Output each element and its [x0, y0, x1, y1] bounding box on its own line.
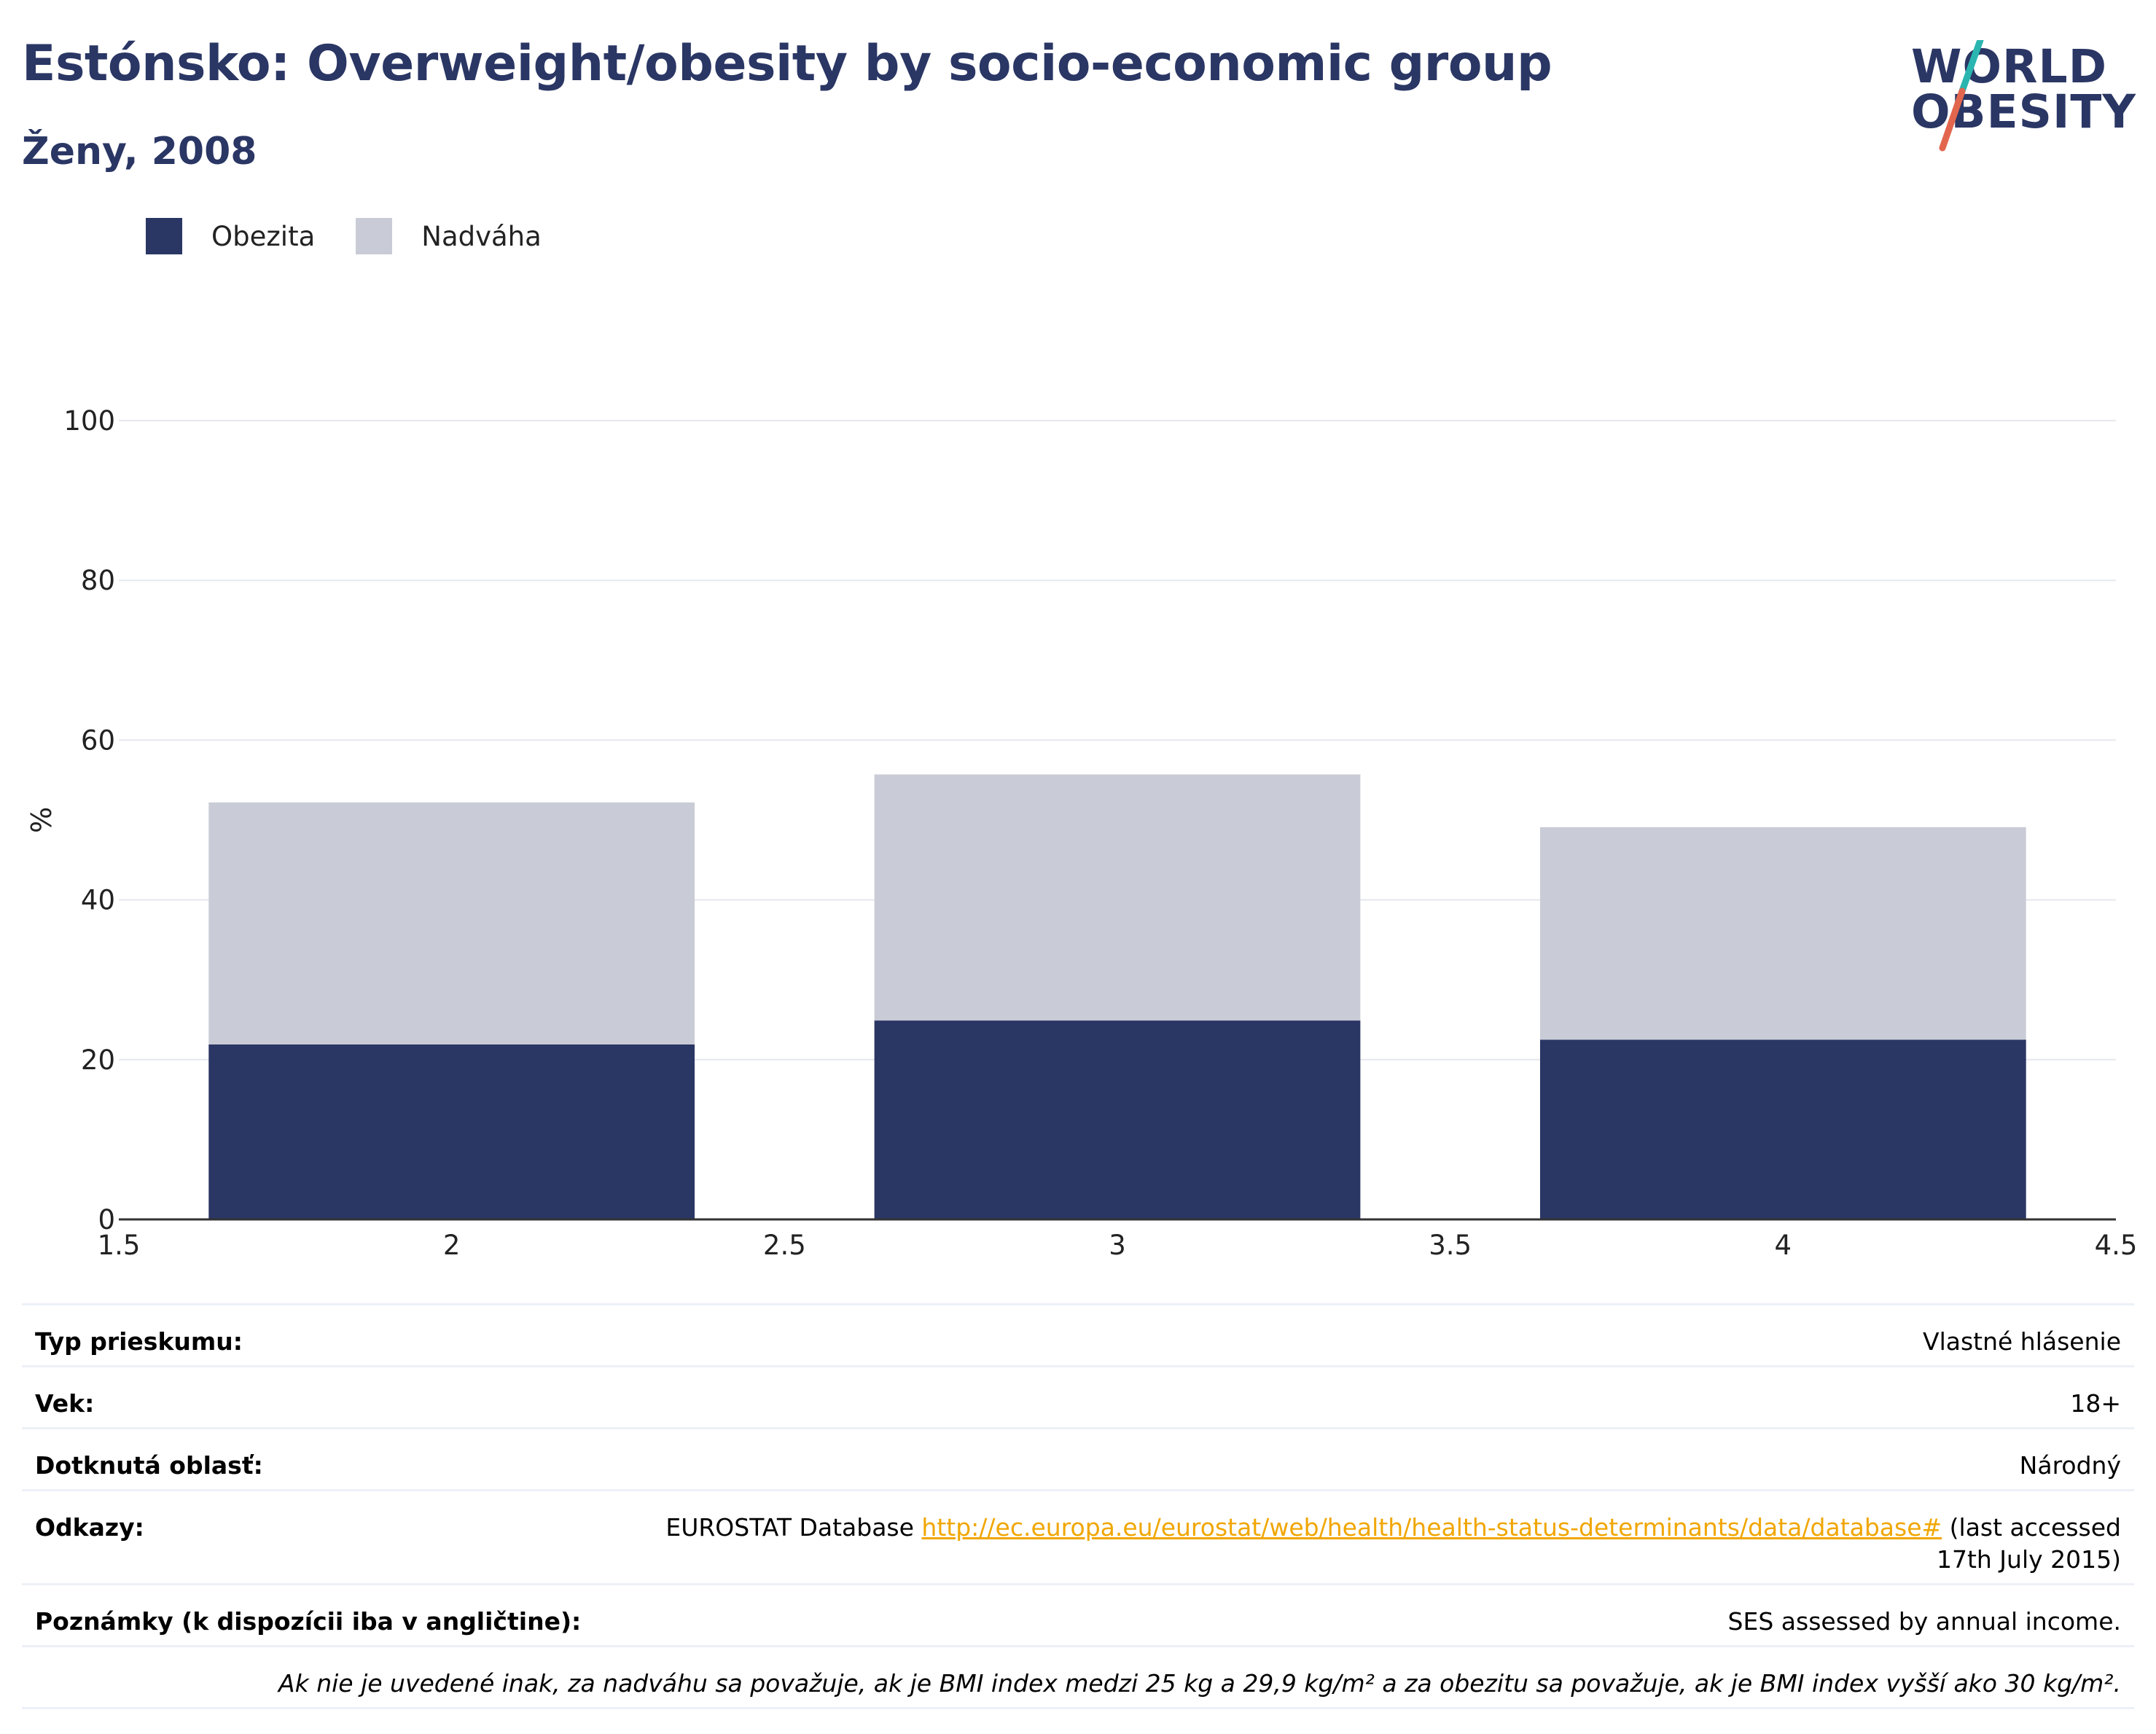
- info-label: Odkazy:: [35, 1513, 144, 1542]
- definition-note: Ak nie je uvedené inak, za nadváhu sa po…: [278, 1669, 2121, 1698]
- reference-source: EUROSTAT Database: [665, 1513, 922, 1542]
- bar-overweight: [1539, 827, 2026, 1040]
- info-value: SES assessed by annual income.: [1727, 1607, 2121, 1636]
- y-tick-label: 100: [63, 405, 115, 437]
- chart-legend: Obezita Nadváha: [146, 216, 582, 257]
- x-tick-label: 3: [1109, 1230, 1126, 1261]
- bar-chart: 0 20 40 60 80 100% 1.5 2 2.5 3 3.5 4 4.5: [26, 405, 2138, 1261]
- info-value: Vlastné hlásenie: [1923, 1327, 2121, 1356]
- bar-obesity: [874, 1020, 1361, 1219]
- legend-swatch-overweight: [356, 218, 393, 254]
- info-row-area: Dotknutá oblasť: Národný: [22, 1427, 2134, 1489]
- y-tick-label: 40: [81, 885, 115, 916]
- x-tick-label: 1.5: [98, 1230, 141, 1261]
- info-row-references: Odkazy: EUROSTAT Database http://ec.euro…: [22, 1489, 2134, 1583]
- y-tick-label: 0: [98, 1204, 115, 1235]
- legend-label-obesity: Obezita: [211, 220, 316, 252]
- x-tick-label: 3.5: [1429, 1230, 1472, 1261]
- y-tick-label: 60: [81, 725, 115, 756]
- x-tick-label: 4: [1775, 1230, 1792, 1261]
- chart-subtitle: Ženy, 2008: [22, 130, 257, 173]
- legend-item-obesity[interactable]: Obezita: [146, 218, 315, 254]
- info-value: 18+: [2070, 1389, 2121, 1418]
- chart-title: Estónsko: Overweight/obesity by socio-ec…: [22, 35, 1552, 93]
- info-label: Poznámky (k dispozícii iba v angličtine)…: [35, 1607, 582, 1636]
- legend-label-overweight: Nadváha: [421, 220, 542, 252]
- x-tick-label: 4.5: [2095, 1230, 2138, 1261]
- bar-obesity: [208, 1044, 695, 1219]
- world-obesity-logo[interactable]: WORLD OBESITY: [1902, 40, 2143, 157]
- info-value: Národný: [2019, 1451, 2121, 1480]
- info-label: Dotknutá oblasť:: [35, 1451, 263, 1480]
- y-axis-title: %: [26, 807, 58, 833]
- reference-accessed: (last accessed 17th July 2015): [1936, 1513, 2121, 1574]
- bar-obesity: [1539, 1039, 2026, 1219]
- info-row-definition: Ak nie je uvedené inak, za nadváhu sa po…: [22, 1645, 2134, 1709]
- info-row-notes: Poznámky (k dispozícii iba v angličtine)…: [22, 1583, 2134, 1645]
- info-label: Vek:: [35, 1389, 95, 1418]
- x-tick-label: 2.5: [763, 1230, 806, 1261]
- y-tick-label: 80: [81, 565, 115, 596]
- logo-slash-icon: [1939, 40, 1984, 152]
- bar-overweight: [874, 774, 1361, 1021]
- info-label: Typ prieskumu:: [35, 1327, 243, 1356]
- reference-link[interactable]: http://ec.europa.eu/eurostat/web/health/…: [921, 1513, 1942, 1542]
- legend-swatch-obesity: [146, 218, 182, 254]
- y-tick-label: 20: [81, 1044, 115, 1076]
- info-row-survey-type: Typ prieskumu: Vlastné hlásenie: [22, 1303, 2134, 1365]
- info-table: Typ prieskumu: Vlastné hlásenie Vek: 18+…: [22, 1303, 2134, 1709]
- x-tick-label: 2: [443, 1230, 461, 1261]
- bar-overweight: [208, 802, 695, 1044]
- legend-item-overweight[interactable]: Nadváha: [356, 218, 542, 254]
- info-row-age: Vek: 18+: [22, 1365, 2134, 1427]
- info-value: EUROSTAT Database http://ec.europa.eu/eu…: [620, 1512, 2121, 1576]
- logo-line-1: WORLD: [1911, 40, 2107, 93]
